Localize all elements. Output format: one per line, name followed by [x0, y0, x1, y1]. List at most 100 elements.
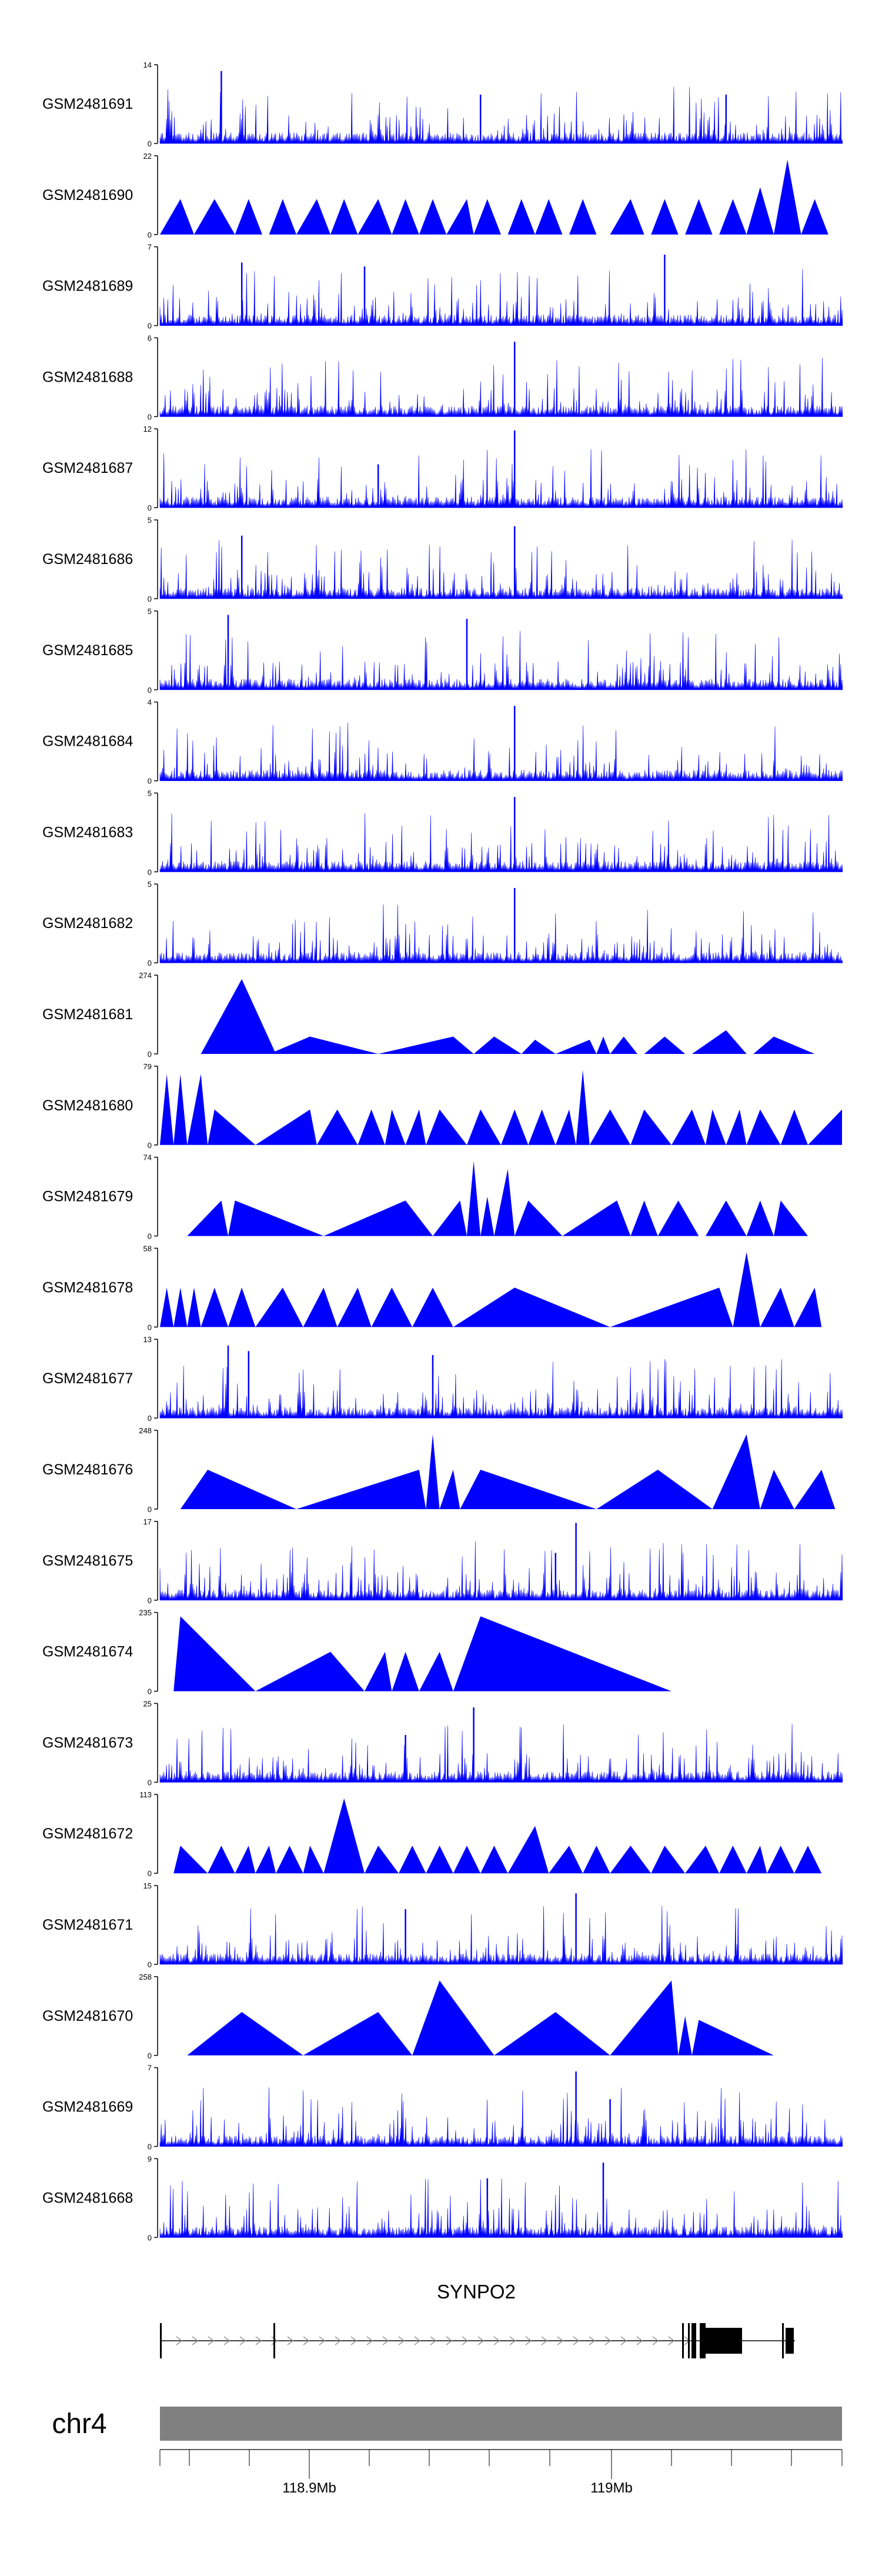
- strand-arrow: [414, 2336, 421, 2345]
- peak: [753, 1036, 815, 1054]
- y-axis-zero-label: 0: [148, 231, 152, 239]
- strand-arrow: [208, 2336, 215, 2345]
- peak: [569, 199, 597, 235]
- peak: [378, 1036, 474, 1054]
- peak: [303, 2012, 413, 2056]
- track-label: GSM2481688: [42, 369, 133, 385]
- strand-arrow: [223, 2336, 230, 2345]
- exon: [706, 2328, 742, 2354]
- peak: [589, 1109, 631, 1145]
- exon: [782, 2323, 784, 2358]
- track-GSM2481673: GSM2481673 25 0: [42, 1699, 843, 1787]
- y-axis-zero-label: 0: [148, 1596, 152, 1605]
- signal-area: [159, 2178, 843, 2238]
- peak: [644, 1036, 686, 1054]
- peak: [760, 1470, 794, 1509]
- track-label: GSM2481685: [42, 642, 133, 659]
- strand-arrow: [319, 2336, 326, 2345]
- peak: [746, 1109, 781, 1145]
- strand-arrow: [430, 2336, 437, 2345]
- track-GSM2481681: GSM2481681 274 0: [42, 971, 815, 1059]
- track-GSM2481691: GSM2481691 14 0: [42, 61, 843, 148]
- y-axis-zero-label: 0: [148, 1232, 152, 1241]
- peak: [733, 1252, 760, 1327]
- chromosome-label: chr4: [52, 2408, 106, 2440]
- peak: [630, 1109, 671, 1145]
- peak: [501, 1109, 529, 1145]
- strand-arrow: [589, 2336, 596, 2345]
- gene-name-label: SYNPO2: [437, 2281, 516, 2303]
- peak: [794, 1846, 822, 1874]
- peak: [774, 1200, 808, 1236]
- peak: [385, 1109, 406, 1145]
- peak: [706, 1200, 747, 1236]
- peak: [235, 1846, 256, 1874]
- peak: [160, 1287, 174, 1327]
- peak: [276, 1846, 303, 1874]
- peak: [794, 1287, 822, 1327]
- peak: [323, 1798, 365, 1874]
- y-axis-max-label: 258: [139, 1973, 152, 1981]
- strand-arrow: [573, 2336, 580, 2345]
- strand-arrow: [239, 2336, 246, 2345]
- peak: [365, 1846, 399, 1874]
- peak: [228, 1200, 324, 1236]
- peak: [399, 1846, 426, 1874]
- signal-area: [159, 358, 843, 417]
- peak: [760, 1287, 794, 1327]
- track-GSM2481690: GSM2481690 22 0: [42, 152, 828, 239]
- y-axis-zero-label: 0: [148, 1505, 152, 1514]
- chromosome-ideogram: chr4 118.9Mb 119Mb: [52, 2407, 843, 2496]
- track-label: GSM2481676: [42, 1461, 133, 1478]
- peak: [651, 1846, 686, 1874]
- peak: [453, 1616, 671, 1691]
- signal-area: [159, 1359, 843, 1419]
- peak: [514, 1200, 563, 1236]
- track-label: GSM2481680: [42, 1097, 133, 1114]
- y-axis-zero-label: 0: [148, 1687, 152, 1696]
- strand-arrow: [620, 2336, 627, 2345]
- track-label: GSM2481691: [42, 96, 133, 112]
- y-axis-zero-label: 0: [148, 1050, 152, 1059]
- peak: [269, 199, 296, 235]
- strand-arrow: [398, 2336, 405, 2345]
- strand-arrow: [192, 2336, 199, 2345]
- peak: [323, 1200, 433, 1236]
- track-label: GSM2481674: [42, 1644, 133, 1660]
- peak: [358, 1109, 385, 1145]
- y-axis-zero-label: 0: [148, 503, 152, 512]
- strand-arrow: [604, 2336, 612, 2345]
- strand-arrow: [668, 2336, 675, 2345]
- y-axis-zero-label: 0: [148, 595, 152, 603]
- peak: [187, 1200, 228, 1236]
- peak: [507, 1826, 549, 1874]
- y-axis-zero-label: 0: [148, 322, 152, 331]
- peak: [187, 1074, 208, 1145]
- y-axis-zero-label: 0: [148, 1960, 152, 1969]
- y-axis-max-label: 13: [143, 1335, 152, 1344]
- peak: [173, 1074, 188, 1145]
- track-GSM2481682: GSM2481682 5 0: [42, 880, 843, 967]
- track-GSM2481685: GSM2481685 5 0: [42, 607, 843, 695]
- gene-track: SYNPO2: [160, 2281, 795, 2358]
- signal-area: [159, 1906, 843, 1965]
- track-GSM2481678: GSM2481678 58 0: [42, 1244, 822, 1332]
- peak: [473, 1036, 522, 1054]
- track-GSM2481680: GSM2481680 79 0: [42, 1062, 842, 1150]
- y-axis-zero-label: 0: [148, 1869, 152, 1878]
- peak: [392, 199, 419, 235]
- track-GSM2481669: GSM2481669 7 0: [42, 2064, 843, 2151]
- y-axis-zero-label: 0: [148, 777, 152, 786]
- strand-arrow: [652, 2336, 659, 2345]
- peak: [657, 1200, 699, 1236]
- peak: [535, 199, 563, 235]
- peak: [173, 1846, 208, 1874]
- exon: [700, 2323, 706, 2358]
- y-axis-max-label: 22: [143, 152, 152, 161]
- track-GSM2481674: GSM2481674 235 0: [42, 1609, 671, 1696]
- y-axis-zero-label: 0: [148, 1414, 152, 1423]
- y-axis-max-label: 15: [143, 1881, 152, 1890]
- track-label: GSM2481678: [42, 1279, 133, 1296]
- coordinate-tick-label: 118.9Mb: [282, 2480, 336, 2496]
- y-axis-zero-label: 0: [148, 1778, 152, 1787]
